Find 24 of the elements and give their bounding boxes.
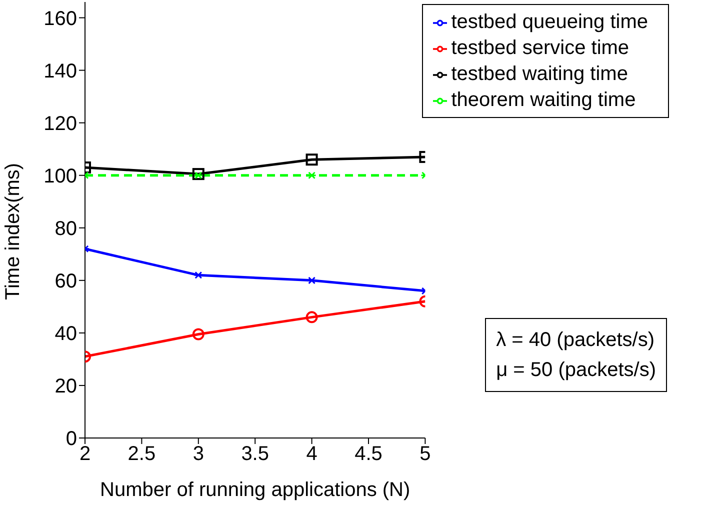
y-tick-label: 40	[54, 323, 77, 346]
legend-label: testbed waiting time	[451, 63, 628, 85]
text: μ = 50 (packets/s)	[496, 358, 656, 383]
text: λ = 40 (packets/s)	[496, 328, 656, 353]
x-tick-label: 5	[420, 443, 431, 466]
legend-label: theorem waiting time	[451, 89, 636, 111]
y-tick-label: 0	[66, 428, 77, 450]
x-axis-title: Number of running applications (N)	[100, 479, 410, 501]
legend-label: testbed queueing time	[451, 11, 648, 33]
x-tick-label: 2.5	[128, 443, 156, 466]
y-axis-title: Time index(ms)	[2, 162, 24, 300]
x-tick-label: 4	[306, 443, 318, 466]
x-tick-label: 3	[192, 443, 204, 466]
y-tick-label: 60	[54, 270, 77, 293]
x-tick-label: 3.5	[241, 443, 269, 466]
legend-label: testbed service time	[451, 37, 630, 59]
y-tick-label: 20	[54, 376, 77, 398]
y-tick-label: 100	[44, 165, 77, 188]
y-tick-label: 80	[54, 218, 77, 240]
x-tick-label: 2	[79, 443, 91, 466]
y-tick-label: 140	[44, 60, 77, 82]
y-tick-label: 120	[44, 112, 77, 135]
x-tick-label: 4.5	[354, 443, 382, 466]
y-tick-label: 160	[44, 8, 77, 30]
